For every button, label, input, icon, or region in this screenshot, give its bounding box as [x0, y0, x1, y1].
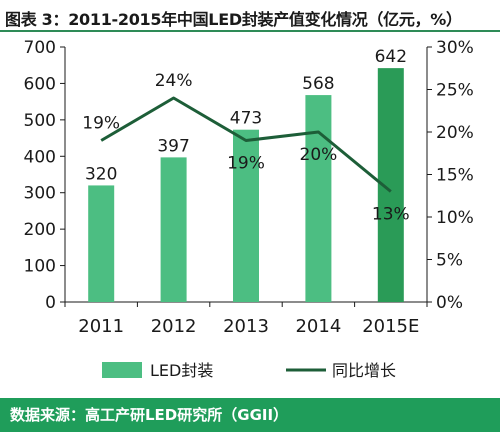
legend: LED封装 同比增长: [102, 361, 396, 380]
x-tick-label: 2014: [295, 316, 341, 337]
data-labels: 320 397 473 568 642 19% 24% 19% 20% 13%: [82, 47, 409, 224]
bar: [160, 157, 187, 302]
growth-value-label: 19%: [227, 154, 265, 174]
bar-value-label: 568: [302, 74, 334, 94]
chart-title: 图表 3：2011-2015年中国LED封装产值变化情况（亿元，%）: [5, 10, 462, 29]
y-left-tick-label: 200: [24, 220, 56, 240]
bar-value-label: 320: [85, 164, 117, 184]
x-tick-label: 2012: [151, 316, 197, 337]
chart: 0 100 200 300 400 500 600 700 0% 5% 10% 15% 20% 25% 30…: [24, 38, 474, 380]
y-left-tick-label: 0: [45, 293, 56, 313]
bar: [233, 129, 259, 302]
y-right-tick-label: 0%: [436, 293, 463, 313]
growth-line: [100, 96, 392, 193]
legend-swatch-bar: [102, 362, 142, 378]
y-left-tick-label: 600: [24, 74, 56, 94]
y-left-tick-label: 100: [24, 257, 56, 277]
axes: 0 100 200 300 400 500 600 700 0% 5% 10% 15% 20% 25% 30…: [24, 38, 474, 337]
bars: [88, 68, 404, 302]
growth-value-label: 24%: [155, 71, 193, 91]
source-text: 数据来源：高工产研LED研究所（GGII）: [10, 406, 289, 424]
y-left-tick-label: 700: [24, 38, 56, 58]
bar: [88, 185, 115, 302]
y-right-tick-label: 25%: [436, 81, 474, 101]
growth-value-label: 13%: [372, 205, 410, 225]
bar-value-label: 473: [230, 109, 262, 129]
y-left-tick-label: 400: [24, 147, 56, 167]
title-divider: [0, 30, 500, 32]
bar-value-label: 397: [157, 136, 189, 156]
growth-value-label: 19%: [82, 114, 120, 134]
y-right-tick-label: 30%: [436, 38, 474, 58]
legend-label-line: 同比增长: [332, 361, 396, 380]
y-right-tick-label: 15%: [436, 166, 474, 186]
x-tick-label: 2013: [223, 316, 269, 337]
bar-value-label: 642: [375, 47, 407, 67]
growth-line-path: [100, 96, 392, 193]
y-right-tick-label: 5%: [436, 251, 463, 271]
legend-label-bar: LED封装: [150, 361, 213, 380]
y-right-tick-label: 20%: [436, 123, 474, 143]
x-tick-label: 2015E: [362, 316, 419, 337]
bar: [305, 95, 332, 302]
growth-value-label: 20%: [300, 145, 338, 165]
x-tick-label: 2011: [78, 316, 124, 337]
y-right-tick-label: 10%: [436, 208, 474, 228]
y-left-tick-label: 300: [24, 184, 56, 204]
source-bar: [0, 398, 500, 432]
y-left-tick-label: 500: [24, 111, 56, 131]
